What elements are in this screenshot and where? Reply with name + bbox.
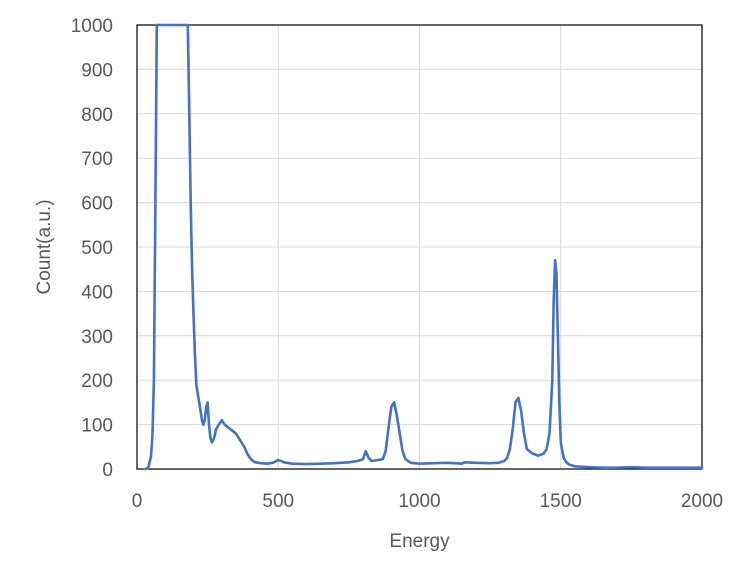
x-tick-label: 1500 — [540, 491, 582, 512]
x-axis-title: Energy — [389, 531, 450, 552]
x-tick-labels: 0 500 1000 1500 2000 — [132, 491, 723, 512]
y-tick-label: 300 — [81, 327, 113, 348]
x-tick-label: 500 — [262, 491, 294, 512]
y-axis-title: Count(a.u.) — [34, 199, 55, 294]
y-tick-label: 700 — [81, 149, 113, 170]
y-tick-label: 0 — [102, 460, 113, 481]
series-line — [144, 23, 704, 471]
y-tick-labels: 0 100 200 300 400 500 600 700 800 900 1000 — [71, 16, 113, 481]
y-tick-label: 1000 — [71, 16, 113, 37]
y-tick-label: 400 — [81, 282, 113, 303]
x-tick-label: 2000 — [681, 491, 723, 512]
y-tick-label: 100 — [81, 416, 113, 437]
y-tick-label: 600 — [81, 194, 113, 215]
x-tick-label: 0 — [132, 491, 143, 512]
y-tick-label: 500 — [81, 238, 113, 259]
y-tick-label: 800 — [81, 105, 113, 126]
x-tick-label: 1000 — [398, 491, 440, 512]
y-tick-label: 900 — [81, 60, 113, 81]
plot-area-frame — [136, 24, 703, 470]
y-tick-label: 200 — [81, 371, 113, 392]
